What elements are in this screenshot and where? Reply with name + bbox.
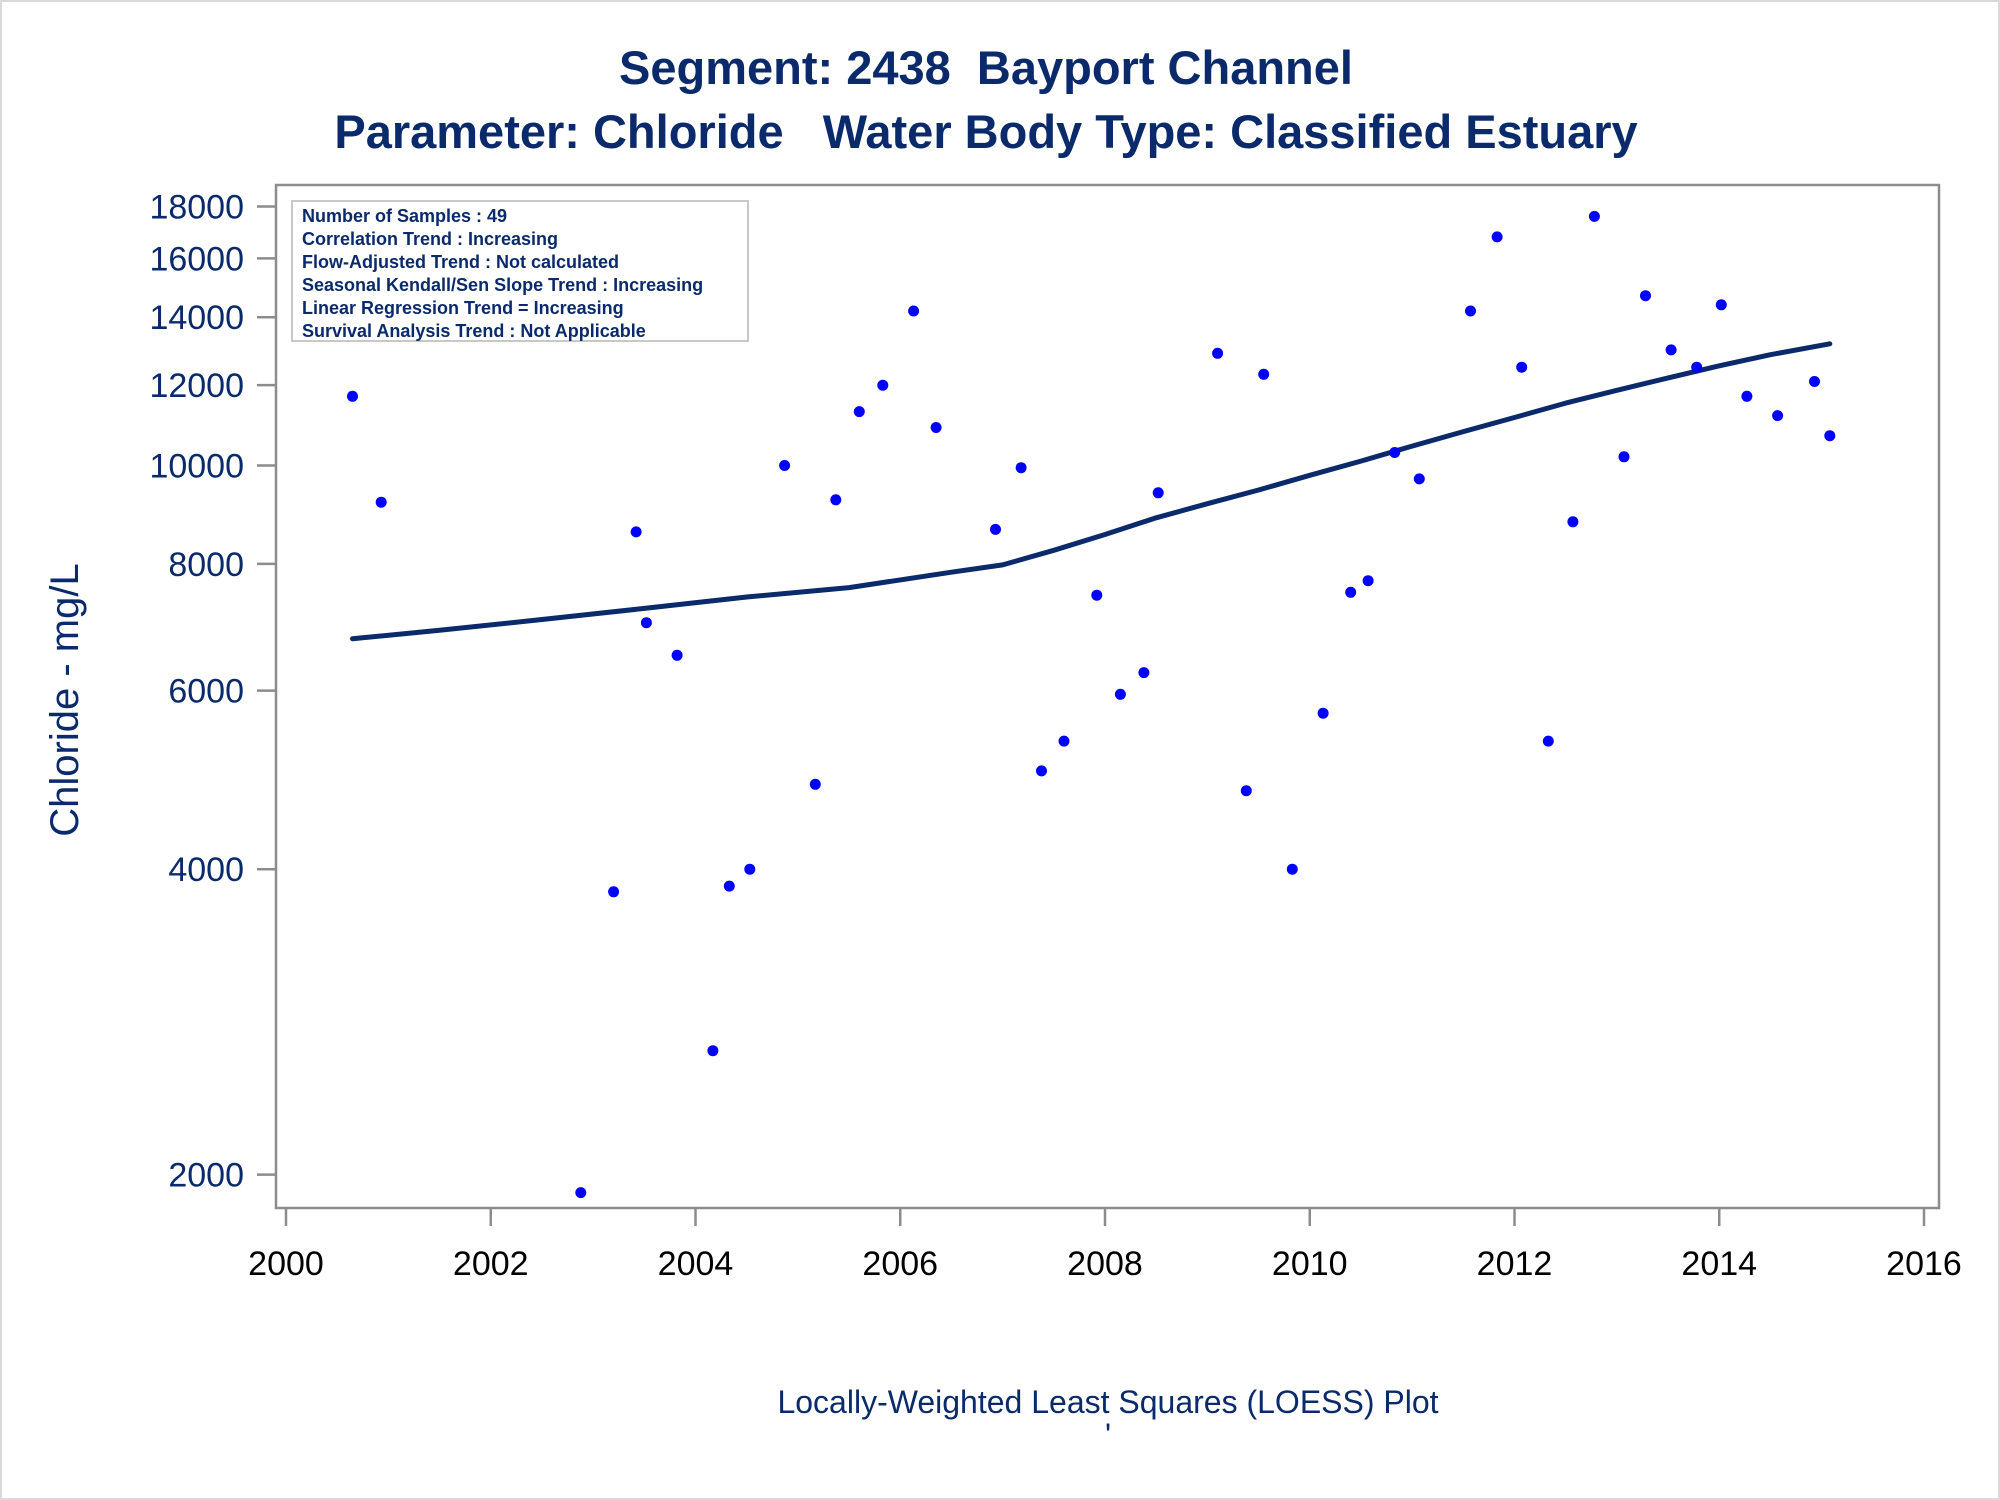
data-point: [1286, 863, 1298, 875]
data-point: [1114, 688, 1126, 700]
x-tick-label: 2008: [1067, 1245, 1143, 1283]
data-point: [1465, 305, 1476, 317]
info-box-line: Flow-Adjusted Trend : Not calculated: [302, 252, 619, 272]
y-tick-label: 16000: [149, 240, 244, 278]
y-tick-label: 12000: [149, 367, 244, 405]
chart-footnote: Locally-Weighted Least Squares (LOESS) P…: [777, 1384, 1438, 1420]
data-point: [347, 390, 358, 402]
data-point: [1258, 368, 1270, 380]
data-point: [1665, 344, 1677, 356]
footnote-mark: ': [1105, 1417, 1111, 1453]
y-axis-title: Chloride - mg/L: [43, 563, 87, 836]
data-point: [830, 494, 842, 506]
y-tick-label: 6000: [168, 673, 244, 711]
data-point: [1036, 765, 1047, 777]
data-point: [1516, 361, 1528, 373]
data-point: [1317, 707, 1329, 719]
data-point: [1212, 347, 1224, 359]
data-point: [779, 460, 791, 471]
y-tick-label: 8000: [168, 546, 244, 584]
x-tick-label: 2006: [862, 1245, 938, 1283]
y-tick-label: 14000: [149, 299, 244, 337]
data-point: [1058, 735, 1070, 747]
x-tick-label: 2002: [453, 1245, 529, 1283]
data-point: [1138, 667, 1150, 679]
chart-subtitle: Parameter: Chloride Water Body Type: Cla…: [334, 105, 1637, 158]
data-point: [1542, 735, 1554, 747]
x-tick-label: 2000: [248, 1245, 324, 1283]
data-point: [930, 422, 942, 433]
data-point: [640, 617, 652, 629]
y-tick-label: 10000: [149, 447, 244, 485]
info-box-line: Correlation Trend : Increasing: [302, 229, 558, 249]
data-point: [1588, 210, 1600, 222]
x-axis: 2000 2002 2004 2006 2008 2010 2012 2014 2016: [248, 1208, 1962, 1283]
data-point: [671, 649, 683, 661]
data-point: [853, 406, 865, 418]
info-box-border: [291, 200, 749, 342]
data-point: [575, 1187, 587, 1199]
info-box: Number of Samples : 49 Correlation Trend …: [291, 200, 749, 342]
data-point: [1491, 231, 1503, 243]
data-points-layer: [347, 210, 1836, 1199]
data-point: [1824, 430, 1836, 442]
data-point: [908, 305, 920, 317]
data-point: [1389, 447, 1401, 458]
x-tick-label: 2012: [1477, 1245, 1553, 1283]
chart-title: Segment: 2438 Bayport Channel: [619, 41, 1353, 94]
y-tick-label: 2000: [168, 1157, 244, 1195]
data-point: [1809, 376, 1820, 387]
data-point: [1741, 390, 1753, 402]
y-tick-label: 4000: [168, 851, 244, 889]
data-point: [877, 379, 889, 391]
loess-trend-line: [350, 341, 1833, 642]
info-box-line: Seasonal Kendall/Sen Slope Trend : Incre…: [302, 275, 703, 295]
data-point: [1567, 516, 1579, 528]
info-box-line: Linear Regression Trend = Increasing: [302, 298, 624, 318]
x-tick-label: 2014: [1681, 1245, 1757, 1283]
x-tick-label: 2010: [1272, 1245, 1348, 1283]
info-box-line: Survival Analysis Trend : Not Applicable: [302, 321, 646, 341]
data-point: [990, 523, 1001, 535]
y-axis: 2000 4000 6000 8000 10000 12000 14000 16000 1800…: [149, 188, 276, 1195]
data-point: [723, 880, 735, 892]
data-point: [630, 526, 642, 538]
data-point: [1772, 410, 1784, 422]
data-point: [1640, 290, 1651, 302]
x-tick-label: 2016: [1886, 1245, 1962, 1283]
data-point: [1015, 462, 1027, 474]
data-point: [809, 778, 821, 790]
data-point: [1152, 487, 1164, 499]
x-tick-label: 2004: [658, 1245, 734, 1283]
data-point: [1240, 785, 1252, 797]
data-point: [1413, 473, 1425, 485]
y-tick-label: 18000: [149, 188, 244, 226]
plot-area: [274, 183, 1941, 1210]
loess-trend-layer: [350, 341, 1833, 642]
data-point: [1691, 361, 1703, 373]
data-point: [1618, 451, 1630, 463]
data-point: [1362, 575, 1374, 587]
data-point: [1345, 586, 1357, 598]
data-point: [608, 886, 620, 898]
data-point: [744, 863, 756, 875]
data-point: [1091, 589, 1103, 601]
data-point: [707, 1045, 719, 1057]
info-box-line: Number of Samples : 49: [302, 206, 507, 226]
data-point: [375, 496, 387, 508]
data-point: [1715, 299, 1727, 311]
